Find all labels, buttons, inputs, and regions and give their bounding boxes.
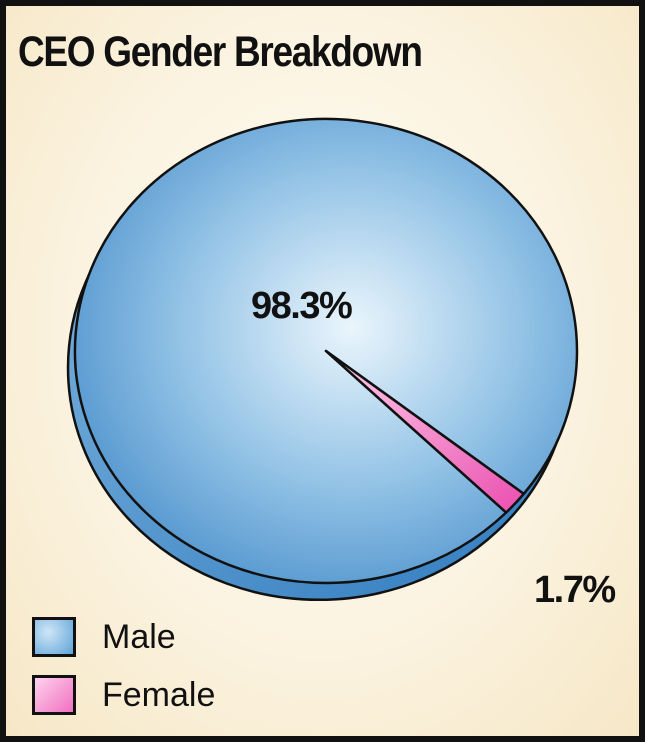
legend-swatch-male (32, 617, 76, 657)
pie-slices (73, 117, 579, 585)
pie-slice-female (324, 349, 526, 514)
legend-label-male: Male (102, 617, 176, 656)
legend-swatch-female (32, 675, 76, 715)
legend-item-female: Female (32, 666, 215, 724)
pie-labels: 98.3% 1.7% (251, 285, 617, 611)
legend-item-male: Male (32, 608, 215, 666)
legend: Male Female (32, 608, 215, 724)
pie-chart: 98.3% 1.7% (66, 117, 617, 611)
slice-label-male: 98.3% (251, 285, 352, 327)
legend-label-female: Female (102, 675, 216, 714)
slice-label-female: 1.7% (534, 569, 615, 611)
chart-title: CEO Gender Breakdown (18, 28, 423, 76)
